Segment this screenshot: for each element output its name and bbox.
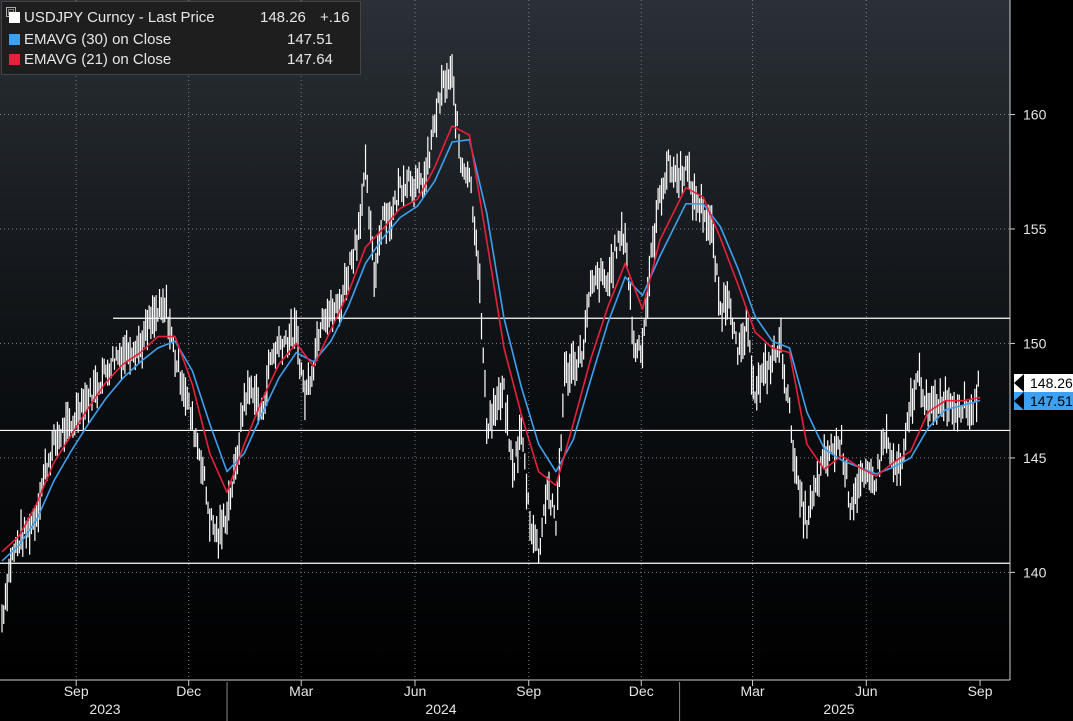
x-tick-label: Dec: [629, 683, 654, 699]
y-tick-label: 150: [1023, 335, 1047, 351]
year-label: 2023: [89, 701, 120, 717]
y-tick-label: 160: [1023, 106, 1047, 122]
ema-tag-notch-icon: [1014, 392, 1024, 411]
legend-ema21-value: 147.64: [287, 51, 333, 68]
legend-price-label: USDJPY Curncy - Last Price: [24, 9, 215, 26]
last-price-tag-notch-icon: [1014, 374, 1024, 393]
x-tick-label: Jun: [404, 683, 427, 699]
last-price-tag: 148.26: [1014, 374, 1073, 393]
ema30-line: [1, 138, 981, 562]
last-price-tag-value: 148.26: [1030, 375, 1073, 392]
ema21-swatch-icon: [9, 54, 20, 65]
ema-tag-value: 147.51: [1030, 393, 1073, 410]
x-tick-label: Mar: [289, 683, 313, 699]
plot-background: [0, 0, 1010, 680]
x-tick-label: Sep: [516, 683, 541, 699]
legend-ema30-label: EMAVG (30) on Close: [24, 31, 172, 48]
y-tick-label: 140: [1023, 564, 1047, 580]
x-tick-label: Jun: [855, 683, 878, 699]
x-tick-label: Sep: [968, 683, 993, 699]
legend-price-change: +.16: [320, 9, 350, 26]
x-tick-label: Sep: [64, 683, 89, 699]
ema30-swatch-icon: [9, 34, 20, 45]
legend-row-ema21: EMAVG (21) on Close 147.64: [9, 50, 333, 70]
year-label: 2024: [425, 701, 456, 717]
y-tick-label: 155: [1023, 221, 1047, 237]
ema21-line: [1, 125, 981, 553]
y-tick-label: 145: [1023, 450, 1047, 466]
legend-ema30-value: 147.51: [287, 31, 333, 48]
legend: ⊟ USDJPY Curncy - Last Price 148.26 +.16…: [1, 1, 361, 75]
legend-row-price: USDJPY Curncy - Last Price 148.26 +.16: [9, 8, 350, 28]
year-label: 2025: [823, 701, 854, 717]
legend-row-ema30: EMAVG (30) on Close 147.51: [9, 30, 333, 50]
price-swatch-icon: [9, 12, 20, 23]
legend-ema21-label: EMAVG (21) on Close: [24, 51, 172, 68]
legend-price-value: 148.26: [260, 9, 306, 26]
x-tick-label: Dec: [176, 683, 201, 699]
ema-tag: 147.51: [1014, 392, 1073, 411]
x-tick-label: Mar: [740, 683, 764, 699]
